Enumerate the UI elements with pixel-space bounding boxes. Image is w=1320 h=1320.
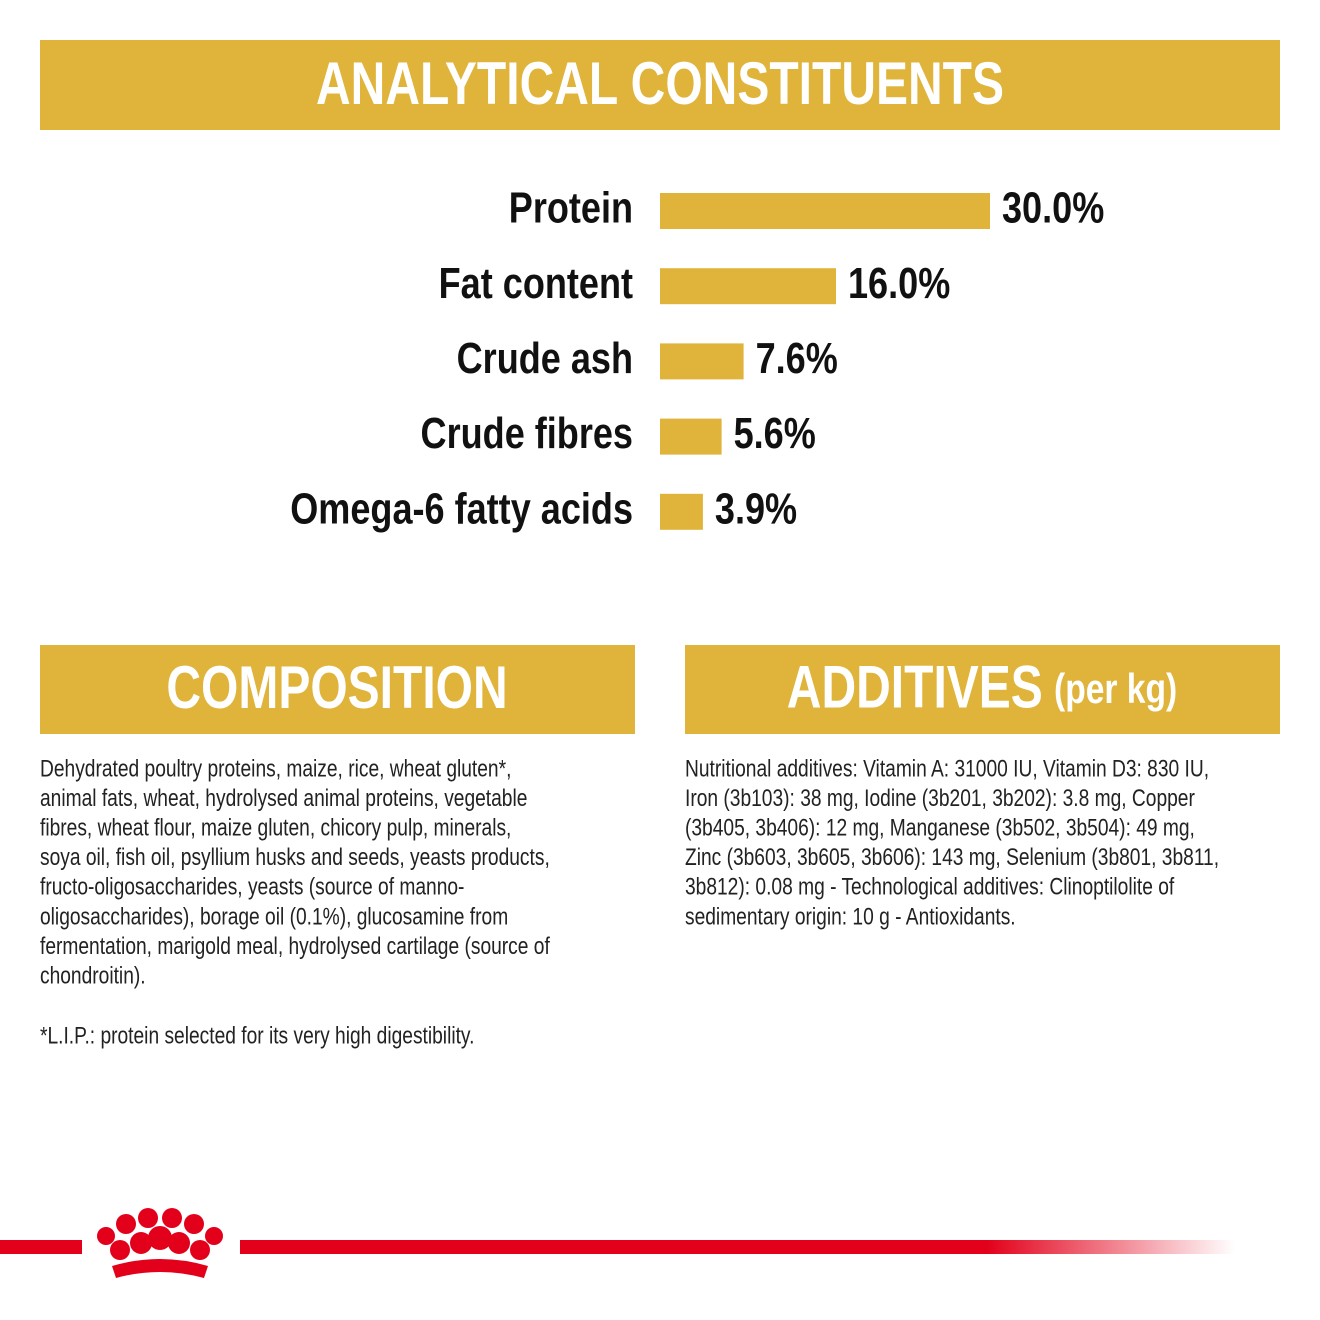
additives-title-main: ADDITIVES: [787, 654, 1043, 721]
additives-title-suffix: (per kg): [1054, 667, 1177, 713]
bar: [660, 193, 990, 229]
value-label: 3.9%: [715, 484, 797, 533]
composition-title: COMPOSITION: [166, 654, 507, 721]
category-label: Crude fibres: [421, 409, 633, 458]
value-label: 16.0%: [848, 258, 950, 307]
category-label: Protein: [509, 183, 633, 232]
body-line: Nutritional additives: Vitamin A: 31000 …: [685, 754, 1209, 782]
logo: [97, 1208, 223, 1278]
footnote: *L.I.P.: protein selected for its very h…: [40, 1021, 474, 1049]
body-line: soya oil, fish oil, psyllium husks and s…: [40, 843, 550, 871]
body-line: 3b812): 0.08 mg - Technological additive…: [685, 873, 1175, 901]
body-line: Iron (3b103): 38 mg, Iodine (3b201, 3b20…: [685, 784, 1195, 812]
body-line: animal fats, wheat, hydrolysed animal pr…: [40, 784, 527, 812]
bar: [660, 493, 703, 530]
body-line: Dehydrated poultry proteins, maize, rice…: [40, 754, 511, 782]
value-label: 5.6%: [734, 409, 816, 458]
body-line: Zinc (3b603, 3b605, 3b606): 143 mg, Sele…: [685, 843, 1219, 871]
body-line: oligosaccharides), borage oil (0.1%), gl…: [40, 902, 508, 930]
value-label: 7.6%: [756, 334, 838, 383]
composition-band: [40, 645, 635, 734]
body-line: fermentation, marigold meal, hydrolysed …: [40, 932, 551, 960]
category-label: Crude ash: [457, 334, 633, 383]
additives-band: [685, 645, 1280, 734]
bar: [660, 418, 722, 455]
red-rule-left: [0, 1240, 82, 1254]
additives-title: ADDITIVES (per kg): [787, 654, 1177, 721]
bar: [660, 343, 744, 380]
body-line: fibres, wheat flour, maize gluten, chico…: [40, 813, 511, 841]
value-label: 30.0%: [1002, 183, 1104, 232]
body-line: (3b405, 3b406): 12 mg, Manganese (3b502,…: [685, 813, 1195, 841]
body-line: chondroitin).: [40, 961, 146, 989]
body-line: fructo-oligosaccharides, yeasts (source …: [40, 873, 464, 901]
bar: [660, 268, 836, 305]
red-rule-right: [240, 1240, 1235, 1254]
category-label: Omega-6 fatty acids: [290, 484, 633, 533]
chart-title: ANALYTICAL CONSTITUENTS: [316, 50, 1004, 117]
body-line: sedimentary origin: 10 g - Antioxidants.: [685, 902, 1016, 930]
category-label: Fat content: [439, 258, 633, 307]
header-band: [40, 40, 1280, 130]
